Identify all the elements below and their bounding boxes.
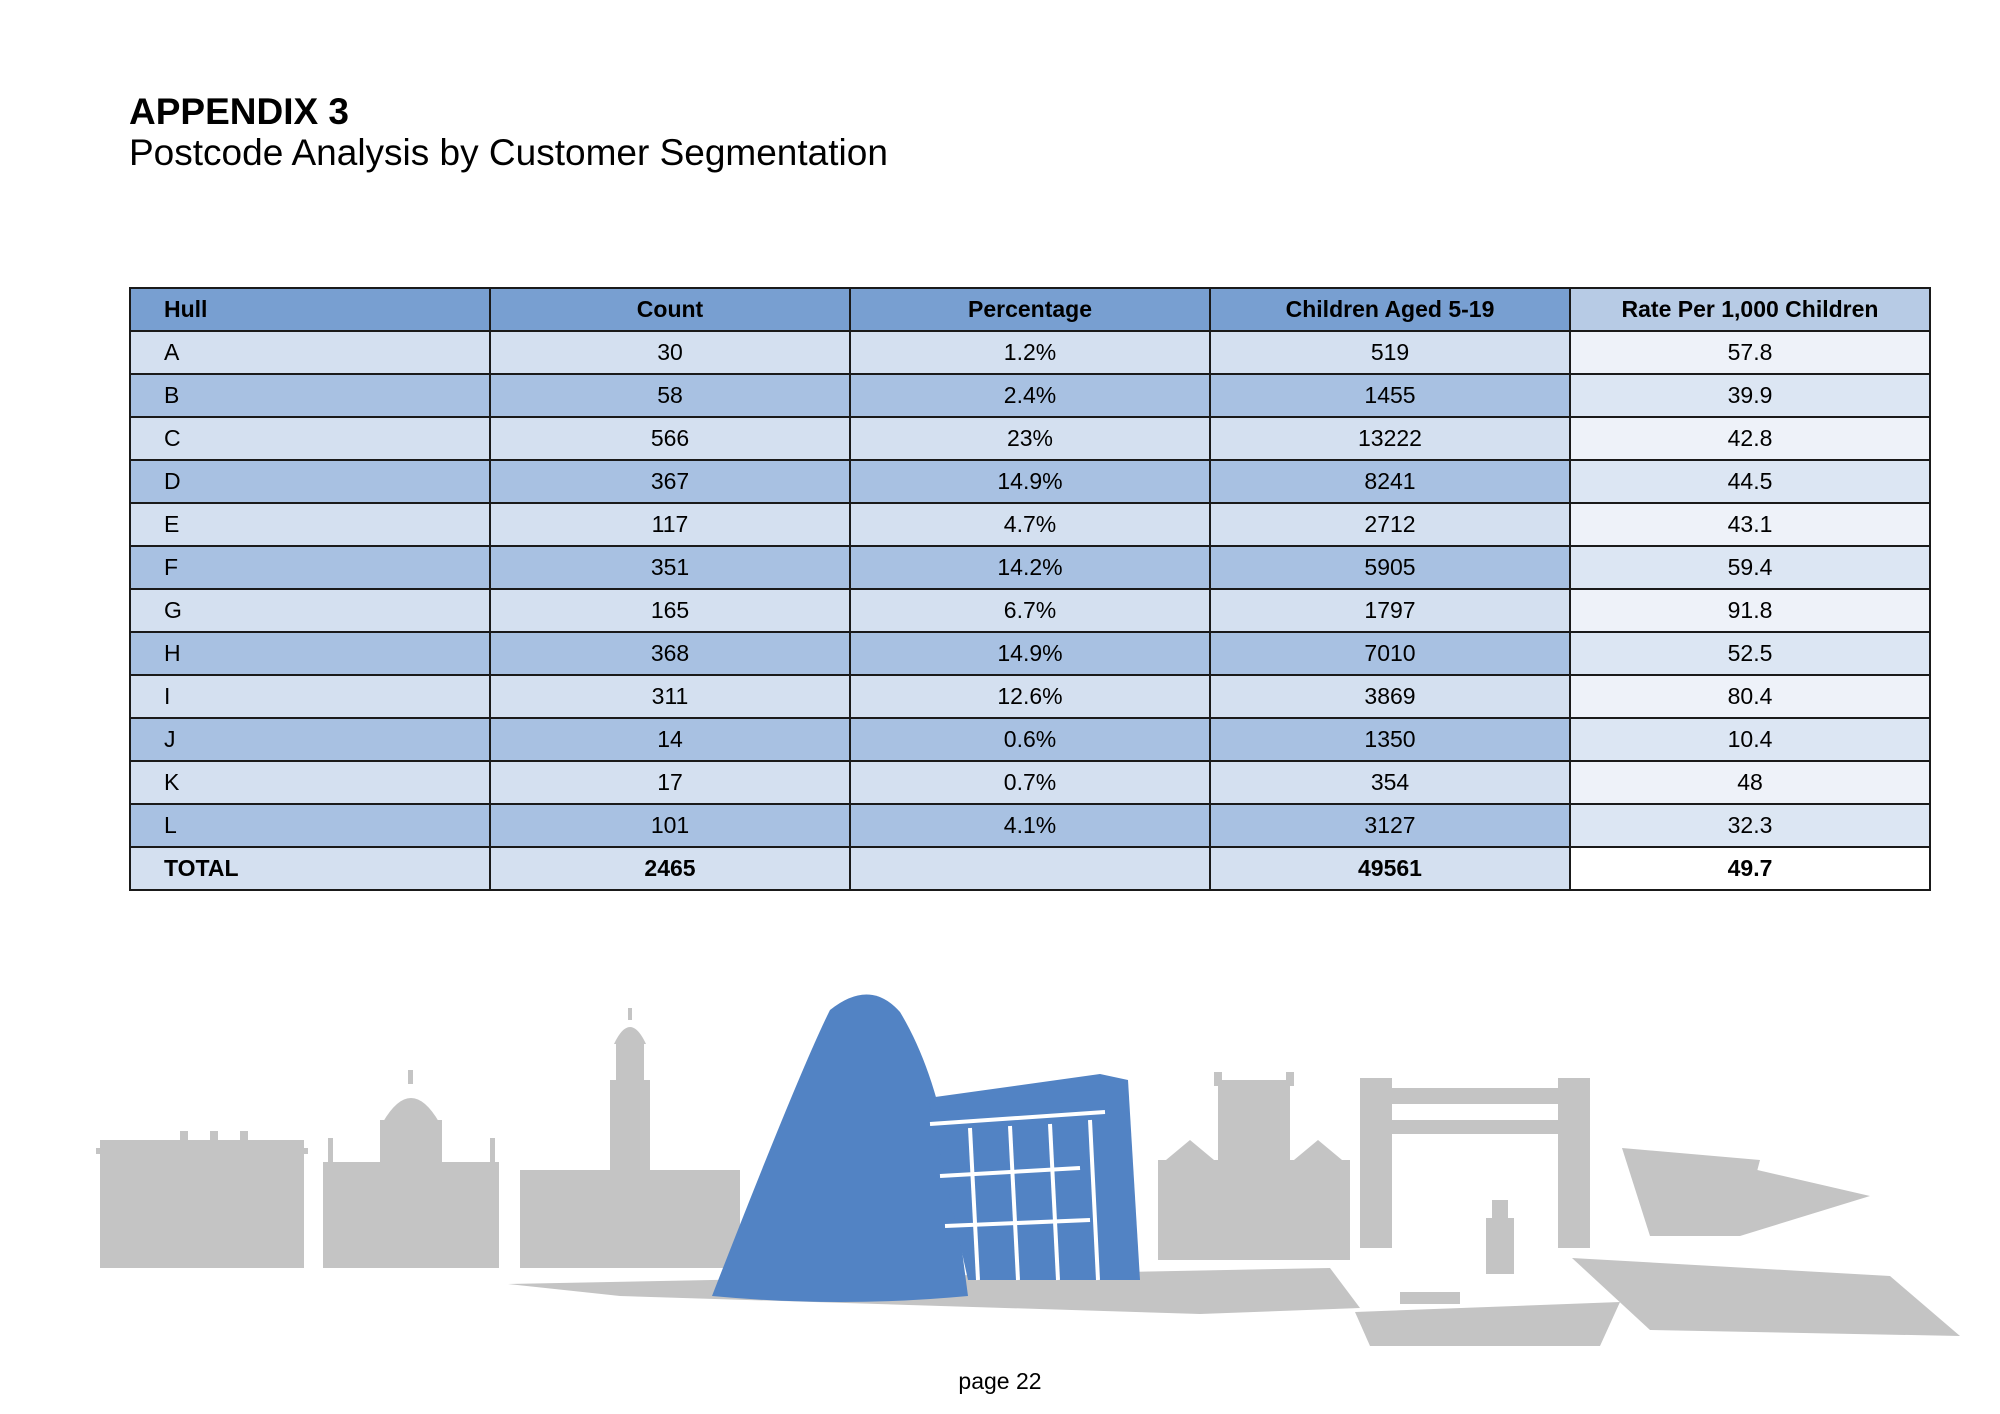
- cell-children: 354: [1209, 760, 1571, 805]
- cell-percentage: 2.4%: [849, 373, 1211, 418]
- cell-count: 311: [489, 674, 851, 719]
- column-header-rate: Rate Per 1,000 Children: [1569, 287, 1931, 332]
- cell-percentage: 14.9%: [849, 631, 1211, 676]
- cell-rate: 91.8: [1569, 588, 1931, 633]
- cell-children: 1797: [1209, 588, 1571, 633]
- column-header-hull: Hull: [129, 287, 491, 332]
- cell-children: 1455: [1209, 373, 1571, 418]
- cell-percentage: 1.2%: [849, 330, 1211, 375]
- table-total-row: TOTAL 2465 49561 49.7: [129, 846, 1931, 891]
- column-header-percentage: Percentage: [849, 287, 1211, 332]
- cell-children: 8241: [1209, 459, 1571, 504]
- skyline-building-left-block: [100, 1140, 304, 1268]
- cell-children: 7010: [1209, 631, 1571, 676]
- cell-hull: H: [129, 631, 491, 676]
- cell-hull: C: [129, 416, 491, 461]
- cell-count: 367: [489, 459, 851, 504]
- hull-skyline-illustration: [96, 994, 1960, 1346]
- table-row: H 368 14.9% 7010 52.5: [129, 631, 1931, 676]
- total-label: TOTAL: [129, 846, 491, 891]
- table-row: J 14 0.6% 1350 10.4: [129, 717, 1931, 762]
- total-rate: 49.7: [1569, 846, 1931, 891]
- cell-hull: F: [129, 545, 491, 590]
- cell-percentage: 12.6%: [849, 674, 1211, 719]
- postcode-table: Hull Count Percentage Children Aged 5-19…: [129, 287, 1931, 891]
- total-children: 49561: [1209, 846, 1571, 891]
- page-title: APPENDIX 3: [129, 91, 350, 132]
- cell-count: 14: [489, 717, 851, 762]
- cell-percentage: 14.9%: [849, 459, 1211, 504]
- cell-count: 165: [489, 588, 851, 633]
- page-heading: APPENDIX 3 Postcode Analysis by Customer…: [129, 92, 888, 174]
- cell-children: 1350: [1209, 717, 1571, 762]
- cell-count: 117: [489, 502, 851, 547]
- cell-percentage: 4.7%: [849, 502, 1211, 547]
- table-row: G 165 6.7% 1797 91.8: [129, 588, 1931, 633]
- cell-rate: 59.4: [1569, 545, 1931, 590]
- cell-rate: 52.5: [1569, 631, 1931, 676]
- table-row: B 58 2.4% 1455 39.9: [129, 373, 1931, 418]
- table-header-row: Hull Count Percentage Children Aged 5-19…: [129, 287, 1931, 332]
- cell-rate: 80.4: [1569, 674, 1931, 719]
- cell-hull: G: [129, 588, 491, 633]
- cell-rate: 57.8: [1569, 330, 1931, 375]
- skyline-lightship: [1355, 1200, 1620, 1346]
- cell-children: 5905: [1209, 545, 1571, 590]
- skyline-city-hall-tower: [520, 1008, 740, 1268]
- cell-count: 30: [489, 330, 851, 375]
- cell-rate: 42.8: [1569, 416, 1931, 461]
- table-row: A 30 1.2% 519 57.8: [129, 330, 1931, 375]
- cell-hull: B: [129, 373, 491, 418]
- cell-rate: 39.9: [1569, 373, 1931, 418]
- cell-rate: 10.4: [1569, 717, 1931, 762]
- table-row: K 17 0.7% 354 48: [129, 760, 1931, 805]
- cell-rate: 44.5: [1569, 459, 1931, 504]
- table-row: C 566 23% 13222 42.8: [129, 416, 1931, 461]
- cell-percentage: 4.1%: [849, 803, 1211, 848]
- skyline-featured-blue-building: [712, 994, 1140, 1302]
- skyline-tidal-barrier: [1360, 1078, 1590, 1248]
- table-row: F 351 14.2% 5905 59.4: [129, 545, 1931, 590]
- cell-hull: A: [129, 330, 491, 375]
- cell-percentage: 0.7%: [849, 760, 1211, 805]
- table-row: D 367 14.9% 8241 44.5: [129, 459, 1931, 504]
- cell-percentage: 6.7%: [849, 588, 1211, 633]
- total-count: 2465: [489, 846, 851, 891]
- cell-count: 17: [489, 760, 851, 805]
- total-percentage: [849, 846, 1211, 891]
- cell-hull: I: [129, 674, 491, 719]
- cell-hull: D: [129, 459, 491, 504]
- page-number: page 22: [958, 1368, 1042, 1394]
- skyline-minster: [1158, 1072, 1350, 1260]
- skyline-domed-guildhall: [323, 1070, 499, 1268]
- column-header-count: Count: [489, 287, 851, 332]
- cell-children: 3869: [1209, 674, 1571, 719]
- cell-hull: K: [129, 760, 491, 805]
- table-row: I 311 12.6% 3869 80.4: [129, 674, 1931, 719]
- table-row: L 101 4.1% 3127 32.3: [129, 803, 1931, 848]
- cell-hull: E: [129, 502, 491, 547]
- cell-rate: 48: [1569, 760, 1931, 805]
- page-subtitle: Postcode Analysis by Customer Segmentati…: [129, 132, 888, 173]
- cell-count: 101: [489, 803, 851, 848]
- cell-percentage: 23%: [849, 416, 1211, 461]
- cell-hull: J: [129, 717, 491, 762]
- cell-children: 2712: [1209, 502, 1571, 547]
- cell-count: 566: [489, 416, 851, 461]
- cell-children: 519: [1209, 330, 1571, 375]
- cell-count: 368: [489, 631, 851, 676]
- cell-children: 3127: [1209, 803, 1571, 848]
- cell-children: 13222: [1209, 416, 1571, 461]
- cell-count: 351: [489, 545, 851, 590]
- cell-rate: 32.3: [1569, 803, 1931, 848]
- cell-count: 58: [489, 373, 851, 418]
- skyline-the-deep-aquarium: [1572, 1148, 1960, 1336]
- cell-percentage: 14.2%: [849, 545, 1211, 590]
- column-header-children: Children Aged 5-19: [1209, 287, 1571, 332]
- cell-rate: 43.1: [1569, 502, 1931, 547]
- cell-hull: L: [129, 803, 491, 848]
- table-row: E 117 4.7% 2712 43.1: [129, 502, 1931, 547]
- cell-percentage: 0.6%: [849, 717, 1211, 762]
